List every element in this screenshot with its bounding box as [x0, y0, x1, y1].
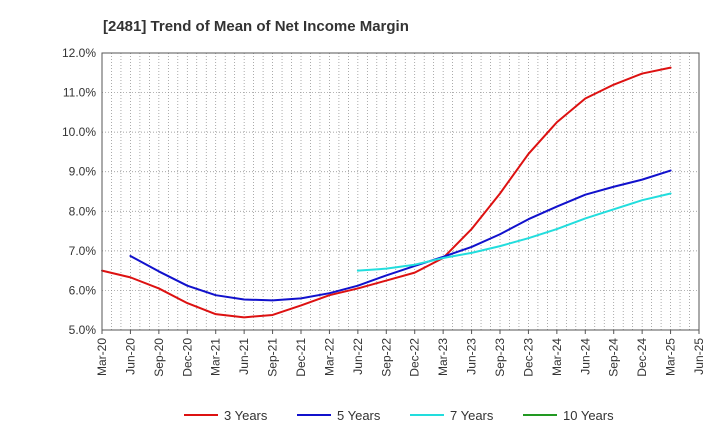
- plot-area: [102, 53, 699, 330]
- x-tick-label: Mar-22: [322, 338, 336, 376]
- series-line-5-years: [129, 169, 672, 302]
- series-line-3-years: [101, 66, 672, 319]
- x-tick-label: Sep-21: [266, 338, 280, 377]
- y-tick-label: 6.0%: [69, 283, 97, 297]
- x-tick-label: Mar-21: [209, 338, 223, 376]
- y-tick-label: 5.0%: [69, 323, 97, 337]
- legend-label: 10 Years: [563, 408, 614, 423]
- y-axis: 5.0% 6.0% 7.0% 8.0% 9.0% 10.0% 11.0% 12.0%: [62, 46, 96, 337]
- series-lines: [101, 66, 672, 319]
- x-tick-label: Jun-24: [578, 338, 592, 375]
- x-tick-label: Mar-24: [550, 338, 564, 376]
- x-tick-label: Jun-22: [351, 338, 365, 375]
- y-tick-label: 11.0%: [63, 86, 96, 100]
- x-axis: Mar-20 Jun-20 Sep-20 Dec-20 Mar-21 Jun-21 Sep-…: [95, 330, 706, 377]
- x-tick-label: Dec-20: [180, 338, 194, 377]
- series-line-7-years: [356, 192, 672, 272]
- y-tick-label: 10.0%: [62, 125, 96, 139]
- grid: [102, 53, 699, 330]
- x-tick-label: Mar-25: [664, 338, 678, 376]
- x-tick-label: Dec-21: [294, 338, 308, 377]
- legend-label: 5 Years: [337, 408, 381, 423]
- x-tick-label: Jun-21: [237, 338, 251, 375]
- x-tick-label: Jun-20: [123, 338, 137, 375]
- y-tick-label: 12.0%: [62, 46, 96, 60]
- x-tick-label: Mar-20: [95, 338, 109, 376]
- legend-label: 3 Years: [224, 408, 268, 423]
- plot-frame: [101, 52, 700, 331]
- x-tick-label: Sep-23: [493, 338, 507, 377]
- x-tick-label: Sep-20: [152, 338, 166, 377]
- x-tick-label: Dec-23: [521, 338, 535, 377]
- x-tick-label: Jun-23: [465, 338, 479, 375]
- legend: 3 Years 5 Years 7 Years 10 Years: [184, 408, 614, 423]
- x-tick-label: Sep-22: [379, 338, 393, 377]
- x-tick-label: Jun-25: [692, 338, 706, 375]
- x-tick-label: Sep-24: [607, 338, 621, 377]
- y-tick-label: 9.0%: [69, 165, 97, 179]
- x-tick-label: Mar-23: [436, 338, 450, 376]
- legend-label: 7 Years: [450, 408, 494, 423]
- x-tick-label: Dec-22: [408, 338, 422, 377]
- x-tick-label: Dec-24: [635, 338, 649, 377]
- chart-title: [2481] Trend of Mean of Net Income Margi…: [103, 18, 409, 35]
- y-tick-label: 8.0%: [69, 204, 97, 218]
- y-tick-label: 7.0%: [69, 244, 97, 258]
